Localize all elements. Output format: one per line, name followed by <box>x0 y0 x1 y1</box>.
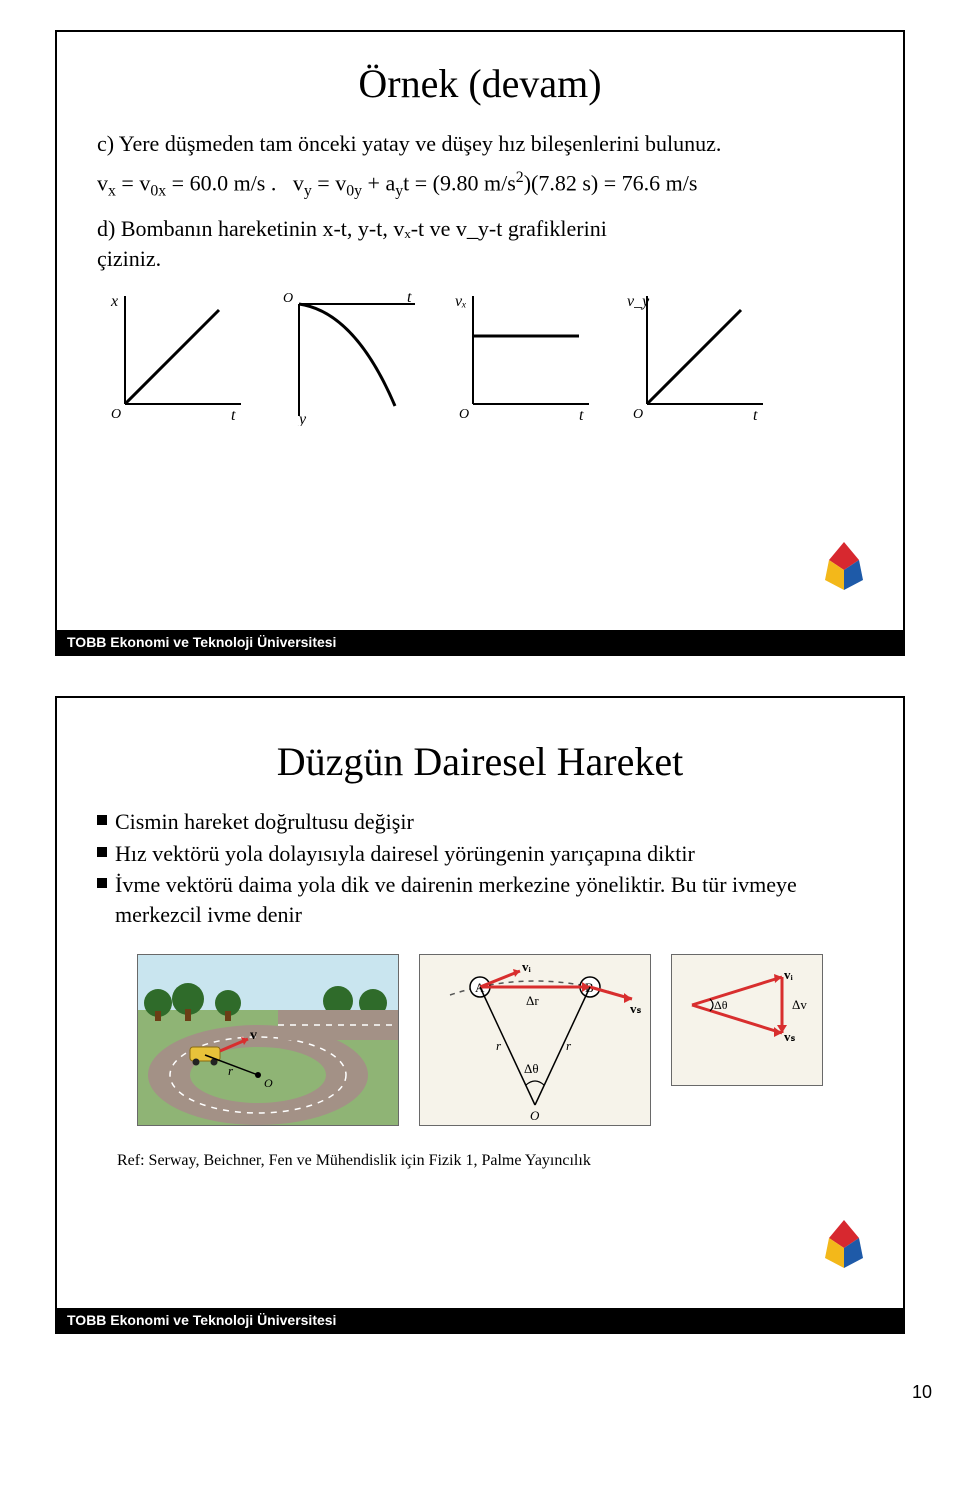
slide-2: Düzgün Dairesel Hareket Cismin hareket d… <box>55 696 905 1334</box>
delta-v-panel: vᵢ vₛ Δv Δθ <box>671 954 823 1086</box>
bullet-2: Hız vektörü yola dolayısıyla dairesel yö… <box>97 839 863 869</box>
page-number: 10 <box>0 1374 960 1421</box>
svg-text:O: O <box>530 1108 540 1123</box>
slide-2-content: Düzgün Dairesel Hareket Cismin hareket d… <box>57 698 903 1308</box>
svg-text:O: O <box>633 407 643 422</box>
svg-text:Δv: Δv <box>792 997 807 1012</box>
footer-text-2: TOBB Ekonomi ve Teknoloji Üniversitesi <box>67 1312 336 1328</box>
svg-text:r: r <box>496 1038 502 1053</box>
svg-text:x: x <box>110 293 118 310</box>
svg-text:vₛ: vₛ <box>630 1001 642 1016</box>
svg-text:O: O <box>111 407 121 422</box>
svg-text:vᵢ: vᵢ <box>784 967 794 982</box>
slide-1-title: Örnek (devam) <box>97 60 863 107</box>
slide-1-content: Örnek (devam) c) Yere düşmeden tam öncek… <box>57 32 903 630</box>
bullet-3-text: İvme vektörü daima yola dik ve dairenin … <box>115 870 863 929</box>
graph-y-t: O t y <box>275 286 425 426</box>
bullet-square-icon <box>97 878 107 888</box>
question-d-line1: d) Bombanın hareketinin x-t, y-t, vₓ-t v… <box>97 214 863 244</box>
question-d-line2: çiziniz. <box>97 244 863 274</box>
svg-text:vₓ: vₓ <box>455 293 467 310</box>
equation-line: vx = v0x = 60.0 m/s . vy = v0y + ayt = (… <box>97 169 863 201</box>
slide-1: Örnek (devam) c) Yere düşmeden tam öncek… <box>55 30 905 656</box>
circular-motion-figure: O v r <box>97 954 863 1126</box>
bullet-2-text: Hız vektörü yola dolayısıyla dairesel yö… <box>115 839 695 869</box>
svg-text:t: t <box>579 407 584 424</box>
graph-x-t: x t O <box>101 286 251 426</box>
svg-text:t: t <box>407 289 412 306</box>
bullet-1: Cismin hareket doğrultusu değişir <box>97 807 863 837</box>
svg-text:Δθ: Δθ <box>524 1061 539 1076</box>
svg-text:O: O <box>459 407 469 422</box>
vector-triangle-panel: A B vᵢ vₛ Δr r <box>419 954 651 1126</box>
svg-text:t: t <box>753 407 758 424</box>
tobb-logo-icon <box>813 1218 875 1276</box>
bullet-list: Cismin hareket doğrultusu değişir Hız ve… <box>97 807 863 944</box>
svg-text:O: O <box>264 1076 273 1090</box>
bullet-square-icon <box>97 847 107 857</box>
svg-text:v_y: v_y <box>627 293 650 310</box>
slide-2-title: Düzgün Dairesel Hareket <box>137 738 823 785</box>
tobb-logo-icon <box>813 540 875 598</box>
slide-1-footer: TOBB Ekonomi ve Teknoloji Üniversitesi <box>57 630 903 654</box>
bullet-3: İvme vektörü daima yola dik ve dairenin … <box>97 870 863 929</box>
graph-vy-t: v_y t O <box>623 286 773 426</box>
svg-text:vₛ: vₛ <box>784 1029 796 1044</box>
slide-2-footer: TOBB Ekonomi ve Teknoloji Üniversitesi <box>57 1308 903 1332</box>
graph-vx-t: vₓ t O <box>449 286 599 426</box>
bullet-1-text: Cismin hareket doğrultusu değişir <box>115 807 414 837</box>
reference-text: Ref: Serway, Beichner, Fen ve Mühendisli… <box>117 1152 863 1170</box>
svg-text:y: y <box>297 411 307 426</box>
svg-text:O: O <box>283 291 293 306</box>
footer-text-1: TOBB Ekonomi ve Teknoloji Üniversitesi <box>67 634 336 650</box>
svg-text:v: v <box>250 1028 257 1043</box>
svg-text:Δr: Δr <box>526 993 539 1008</box>
graphs-row: x t O O t y <box>97 286 863 426</box>
svg-text:t: t <box>231 407 236 424</box>
roundabout-panel: O v r <box>137 954 399 1126</box>
svg-text:r: r <box>566 1038 572 1053</box>
svg-text:Δθ: Δθ <box>714 998 728 1012</box>
question-c-text: c) Yere düşmeden tam önceki yatay ve düş… <box>97 129 863 159</box>
bullet-square-icon <box>97 815 107 825</box>
svg-text:vᵢ: vᵢ <box>522 959 532 974</box>
